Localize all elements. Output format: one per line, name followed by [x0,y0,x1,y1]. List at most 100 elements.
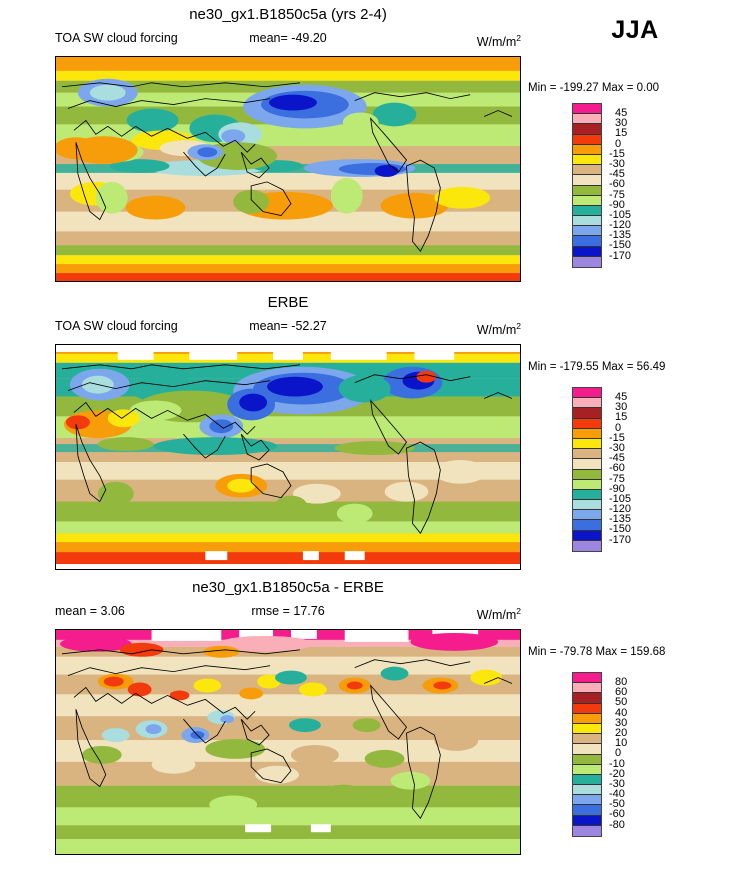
mean-stat: mean = 3.06 [55,604,125,618]
colorbar-model[interactable] [572,103,602,268]
colorbar-tick-label: 15 [615,411,628,424]
variable-label: TOA SW cloud forcing [55,31,178,45]
colorbar-tick-label: -90 [609,482,625,495]
colorbar-tick-label: 15 [615,127,628,140]
map-canvas-model [56,57,520,281]
colorbar-tick-label: -120 [609,503,632,516]
minmax-label-difference: Min = -79.78 Max = 159.68 [528,646,666,658]
colorbar-swatch [573,795,601,806]
colorbar-tick-label: -135 [609,229,632,242]
colorbar-swatch [573,815,601,826]
colorbar-tick-label: 80 [615,676,628,688]
colorbar-swatch [573,530,601,541]
colorbar-swatch [573,449,601,460]
colorbar-tick-label: -80 [609,818,625,831]
minmax-label-obs: Min = -179.55 Max = 56.49 [528,361,666,373]
colorbar-swatch [573,236,601,247]
panel-subheader: TOA SW cloud forcing mean= -52.27 W/m/m2 [55,318,521,337]
colorbar-tick-label: 20 [615,726,628,739]
colorbar-swatch [573,154,601,166]
colorbar-swatch [573,540,601,551]
colorbar-tick-label: 0 [615,421,622,434]
minmax-label-model: Min = -199.27 Max = 0.00 [528,82,660,94]
colorbar-tick-label: 50 [615,696,628,709]
panel-difference: ne30_gx1.B1850c5a - ERBE mean = 3.06 rms… [0,573,733,872]
colorbar-swatch [573,510,601,521]
colorbar-swatch [573,134,601,145]
colorbar-tick-label: -170 [609,533,632,546]
colorbar-difference[interactable] [572,672,602,837]
units-label: W/m/m2 [476,33,521,50]
panel-subheader: TOA SW cloud forcing mean= -49.20 W/m/m2 [55,30,521,49]
map-difference[interactable] [55,629,521,855]
colorbar-tick-label: -40 [609,788,625,801]
colorbar-tick-label: -75 [609,472,625,485]
panel-obs: ERBE TOA SW cloud forcing mean= -52.27 W… [0,288,733,578]
colorbar-swatch [573,734,601,745]
colorbar-swatch [573,744,601,755]
colorbar-tick-label: 0 [615,137,622,150]
colorbar-swatch [573,805,601,816]
colorbar-swatch [573,165,601,176]
units-label: W/m/m2 [476,606,521,623]
colorbar-swatch [573,124,601,135]
colorbar-tick-label: 30 [615,716,628,729]
panel-subheader: mean = 3.06 rmse = 17.76 W/m/m2 [55,603,521,622]
colorbar-swatch [573,428,601,439]
colorbar-tick-label: -90 [609,198,625,211]
colorbar-tick-label: -30 [609,157,625,170]
colorbar-swatch [573,398,601,409]
colorbar-swatch [573,774,601,786]
colorbar-tick-label: -15 [609,431,625,444]
map-canvas-difference [56,630,520,854]
colorbar-tick-label: -50 [609,798,625,811]
rmse-stat: rmse = 17.76 [251,604,325,618]
colorbar-tick-label: -105 [609,208,632,221]
colorbar-tick-label: 60 [615,686,628,699]
colorbar-swatch [573,673,601,684]
colorbar-swatch [573,185,601,196]
colorbar-swatch [573,723,601,735]
colorbar-swatch [573,489,601,501]
colorbar-ticks-obs: 45 30 15 0 -15 -30 -45 -60 -75 -90 -105 -120 -135 -15… [609,391,649,546]
colorbar-swatch [573,459,601,470]
colorbar-tick-label: -150 [609,523,632,536]
colorbar-tick-label: -30 [609,777,625,790]
colorbar-swatch [573,144,601,155]
colorbar-swatch [573,785,601,796]
units-label: W/m/m2 [476,321,521,338]
colorbar-tick-label: 0 [615,747,622,760]
colorbar-obs[interactable] [572,387,602,552]
colorbar-swatch [573,408,601,419]
colorbar-swatch [573,479,601,490]
mean-stat: mean= -49.20 [249,31,327,45]
colorbar-swatch [573,175,601,186]
colorbar-swatch [573,388,601,399]
map-obs[interactable] [55,344,521,570]
panel-title: ne30_gx1.B1850c5a (yrs 2-4) [189,6,387,23]
map-model[interactable] [55,56,521,282]
colorbar-swatch [573,520,601,531]
colorbar-swatch [573,703,601,714]
colorbar-tick-label: 45 [615,107,628,119]
colorbar-tick-label: 40 [615,706,628,719]
colorbar-swatch [573,469,601,480]
colorbar-swatch [573,764,601,775]
colorbar-tick-label: -15 [609,147,625,160]
colorbar-ticks-difference: 80 60 50 40 30 20 10 0 -10 -20 -30 -40 -50 -60 -80 [609,676,649,831]
mean-stat: mean= -52.27 [249,319,327,333]
colorbar-swatch [573,195,601,206]
panel-title: ne30_gx1.B1850c5a - ERBE [192,579,384,596]
colorbar-tick-label: -45 [609,168,625,181]
colorbar-tick-label: -30 [609,441,625,454]
colorbar-swatch [573,246,601,257]
colorbar-swatch [573,713,601,724]
season-title: JJA [611,16,659,44]
colorbar-swatch [573,104,601,115]
colorbar-swatch [573,114,601,125]
colorbar-tick-label: -10 [609,757,625,770]
colorbar-swatch [573,256,601,267]
colorbar-swatch [573,226,601,237]
colorbar-swatch [573,418,601,429]
colorbar-tick-label: -150 [609,239,632,252]
